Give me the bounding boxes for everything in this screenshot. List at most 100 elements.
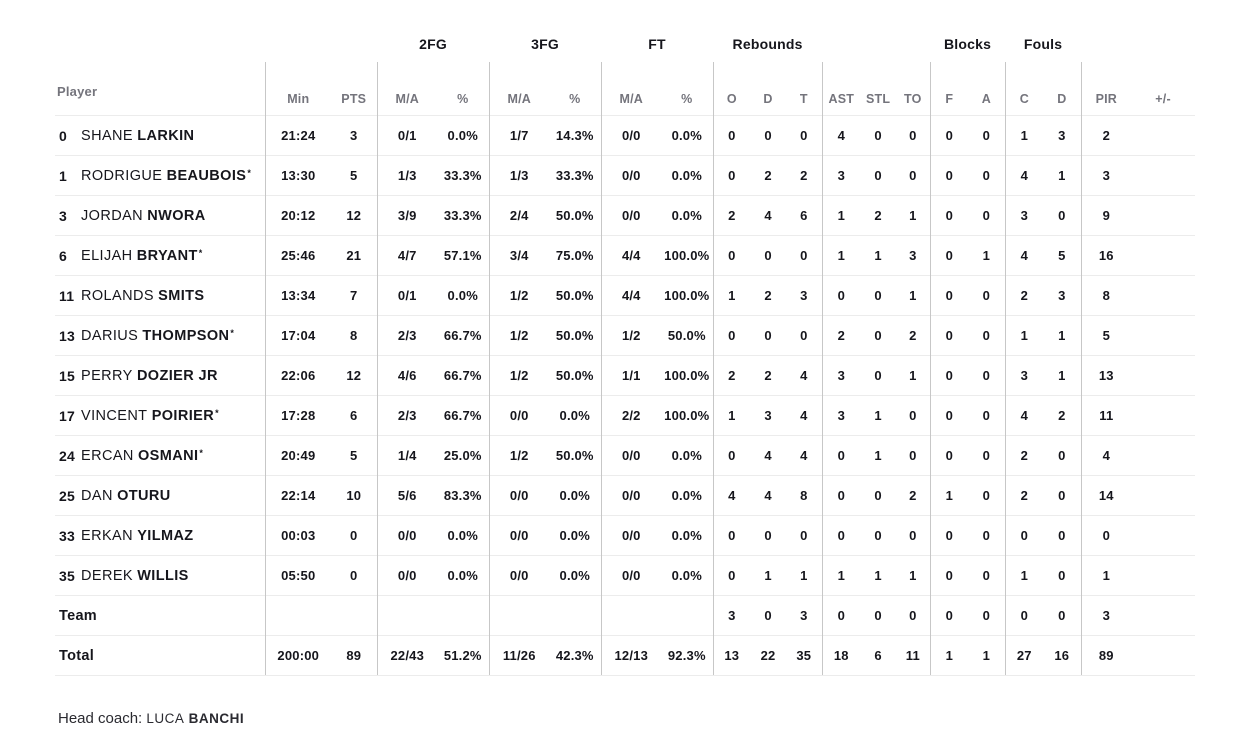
cell-fg3-ma: 3/4 xyxy=(488,235,550,276)
group-header-spacer xyxy=(1081,36,1195,62)
cell-pts: 0 xyxy=(331,555,377,596)
col-header-3fg-ma: M/A xyxy=(488,62,550,116)
col-header-pts: PTS xyxy=(341,92,367,106)
player-number: 13 xyxy=(55,315,81,356)
cell-pir: 9 xyxy=(1080,195,1132,236)
cell-reb-t: 35 xyxy=(786,635,823,676)
cell-ft-ma: 0/0 xyxy=(600,555,662,596)
cell-min: 17:28 xyxy=(264,395,331,436)
cell-foul-c: 2 xyxy=(1004,475,1044,516)
cell-to: 2 xyxy=(896,315,931,356)
player-number: 24 xyxy=(55,435,81,476)
player-last-name: LARKIN xyxy=(137,127,195,144)
cell-plus-minus xyxy=(1131,435,1196,476)
cell-foul-d: 5 xyxy=(1043,235,1082,276)
column-header-row: Player Min PTS M/A % M/A % M/A % O D T A… xyxy=(55,62,1195,116)
cell-ft-pct: 100.0% xyxy=(661,395,714,436)
cell-to: 1 xyxy=(896,555,931,596)
player-first-name: SHANE xyxy=(81,127,133,144)
cell-fg2-ma: 0/0 xyxy=(376,555,437,596)
cell-ft-ma: 1/1 xyxy=(600,355,662,396)
cell-blk-f: 0 xyxy=(929,115,969,156)
cell-fg3-pct: 42.3% xyxy=(549,635,602,676)
summary-row: Team 3 0 3 0 0 0 0 0 0 0 3 xyxy=(55,595,1196,636)
cell-fg3-pct: 14.3% xyxy=(549,115,602,156)
group-header-rebounds: Rebounds xyxy=(732,36,803,52)
cell-fg3-ma: 1/3 xyxy=(488,155,550,196)
cell-fg2-pct: 66.7% xyxy=(437,355,490,396)
player-name: ERCAN OSMANI* xyxy=(81,435,265,476)
cell-blk-a: 0 xyxy=(968,555,1006,596)
cell-foul-c: 2 xyxy=(1004,435,1044,476)
cell-foul-c: 27 xyxy=(1004,635,1044,676)
cell-min: 20:12 xyxy=(264,195,331,236)
starter-mark: * xyxy=(247,167,252,178)
cell-reb-t: 6 xyxy=(786,195,823,236)
cell-foul-c: 4 xyxy=(1004,235,1044,276)
cell-to: 2 xyxy=(896,475,931,516)
cell-fg3-pct: 50.0% xyxy=(549,195,602,236)
player-row: 17 VINCENT POIRIER* 17:28 6 2/3 66.7% 0/0 0.0% 2… xyxy=(55,395,1196,436)
cell-ft-pct: 0.0% xyxy=(661,195,714,236)
cell-plus-minus xyxy=(1131,235,1196,276)
cell-ast: 0 xyxy=(821,515,861,556)
cell-pts: 5 xyxy=(331,435,377,476)
cell-blk-f: 0 xyxy=(929,595,969,636)
cell-ft-pct: 100.0% xyxy=(661,355,714,396)
player-name: PERRY DOZIER JR xyxy=(81,355,265,396)
cell-reb-d: 0 xyxy=(750,515,787,556)
cell-min: 05:50 xyxy=(264,555,331,596)
player-number: 1 xyxy=(55,155,81,196)
cell-foul-c: 1 xyxy=(1004,315,1044,356)
col-header-plus-minus: +/- xyxy=(1155,92,1171,106)
cell-fg3-pct: 50.0% xyxy=(549,355,602,396)
coach-last-name: BANCHI xyxy=(188,711,245,726)
player-name: DEREK WILLIS xyxy=(81,555,265,596)
player-first-name: DAN xyxy=(81,487,113,504)
cell-plus-minus xyxy=(1131,275,1196,316)
cell-reb-t: 2 xyxy=(786,155,823,196)
cell-fg2-pct: 0.0% xyxy=(437,555,490,596)
col-header-reb-d: D xyxy=(763,92,773,106)
cell-reb-t: 3 xyxy=(786,595,823,636)
cell-reb-d: 0 xyxy=(750,595,787,636)
cell-blk-a: 0 xyxy=(968,395,1006,436)
head-coach-line: Head coach: LUCA BANCHI xyxy=(58,710,1233,727)
cell-blk-f: 0 xyxy=(929,355,969,396)
cell-blk-a: 0 xyxy=(968,355,1006,396)
cell-fg3-ma: 1/7 xyxy=(488,115,550,156)
cell-min: 17:04 xyxy=(264,315,331,356)
cell-ast: 4 xyxy=(821,115,861,156)
cell-fg2-pct: 33.3% xyxy=(437,195,490,236)
cell-min: 13:30 xyxy=(264,155,331,196)
cell-ft-pct: 0.0% xyxy=(661,115,714,156)
player-name: DAN OTURU xyxy=(81,475,265,516)
col-header-min: Min xyxy=(264,62,331,116)
cell-pir: 3 xyxy=(1080,595,1132,636)
cell-fg3-ma: 2/4 xyxy=(488,195,550,236)
cell-ft-pct: 0.0% xyxy=(661,435,714,476)
cell-pir: 0 xyxy=(1080,515,1132,556)
cell-foul-d: 0 xyxy=(1043,595,1082,636)
cell-pts: 6 xyxy=(331,395,377,436)
cell-reb-o: 2 xyxy=(712,355,751,396)
cell-ast: 18 xyxy=(821,635,861,676)
cell-fg2-ma: 2/3 xyxy=(376,315,437,356)
cell-plus-minus xyxy=(1131,635,1196,676)
cell-ft-ma: 0/0 xyxy=(600,115,662,156)
cell-reb-o: 0 xyxy=(712,555,751,596)
player-first-name: ERKAN xyxy=(81,527,133,544)
cell-fg2-pct: 66.7% xyxy=(437,395,490,436)
cell-fg3-ma: 1/2 xyxy=(488,315,550,356)
col-header-ast: AST xyxy=(821,62,861,116)
cell-fg3-pct: 0.0% xyxy=(549,475,602,516)
cell-pir: 4 xyxy=(1080,435,1132,476)
cell-pir: 11 xyxy=(1080,395,1132,436)
player-number: 33 xyxy=(55,515,81,556)
group-header-3fg: 3FG xyxy=(531,36,559,52)
cell-blk-a: 1 xyxy=(968,235,1006,276)
cell-blk-f: 0 xyxy=(929,155,969,196)
player-row: 24 ERCAN OSMANI* 20:49 5 1/4 25.0% 1/2 50.0% 0/0… xyxy=(55,435,1196,476)
cell-fg3-ma: 1/2 xyxy=(488,275,550,316)
